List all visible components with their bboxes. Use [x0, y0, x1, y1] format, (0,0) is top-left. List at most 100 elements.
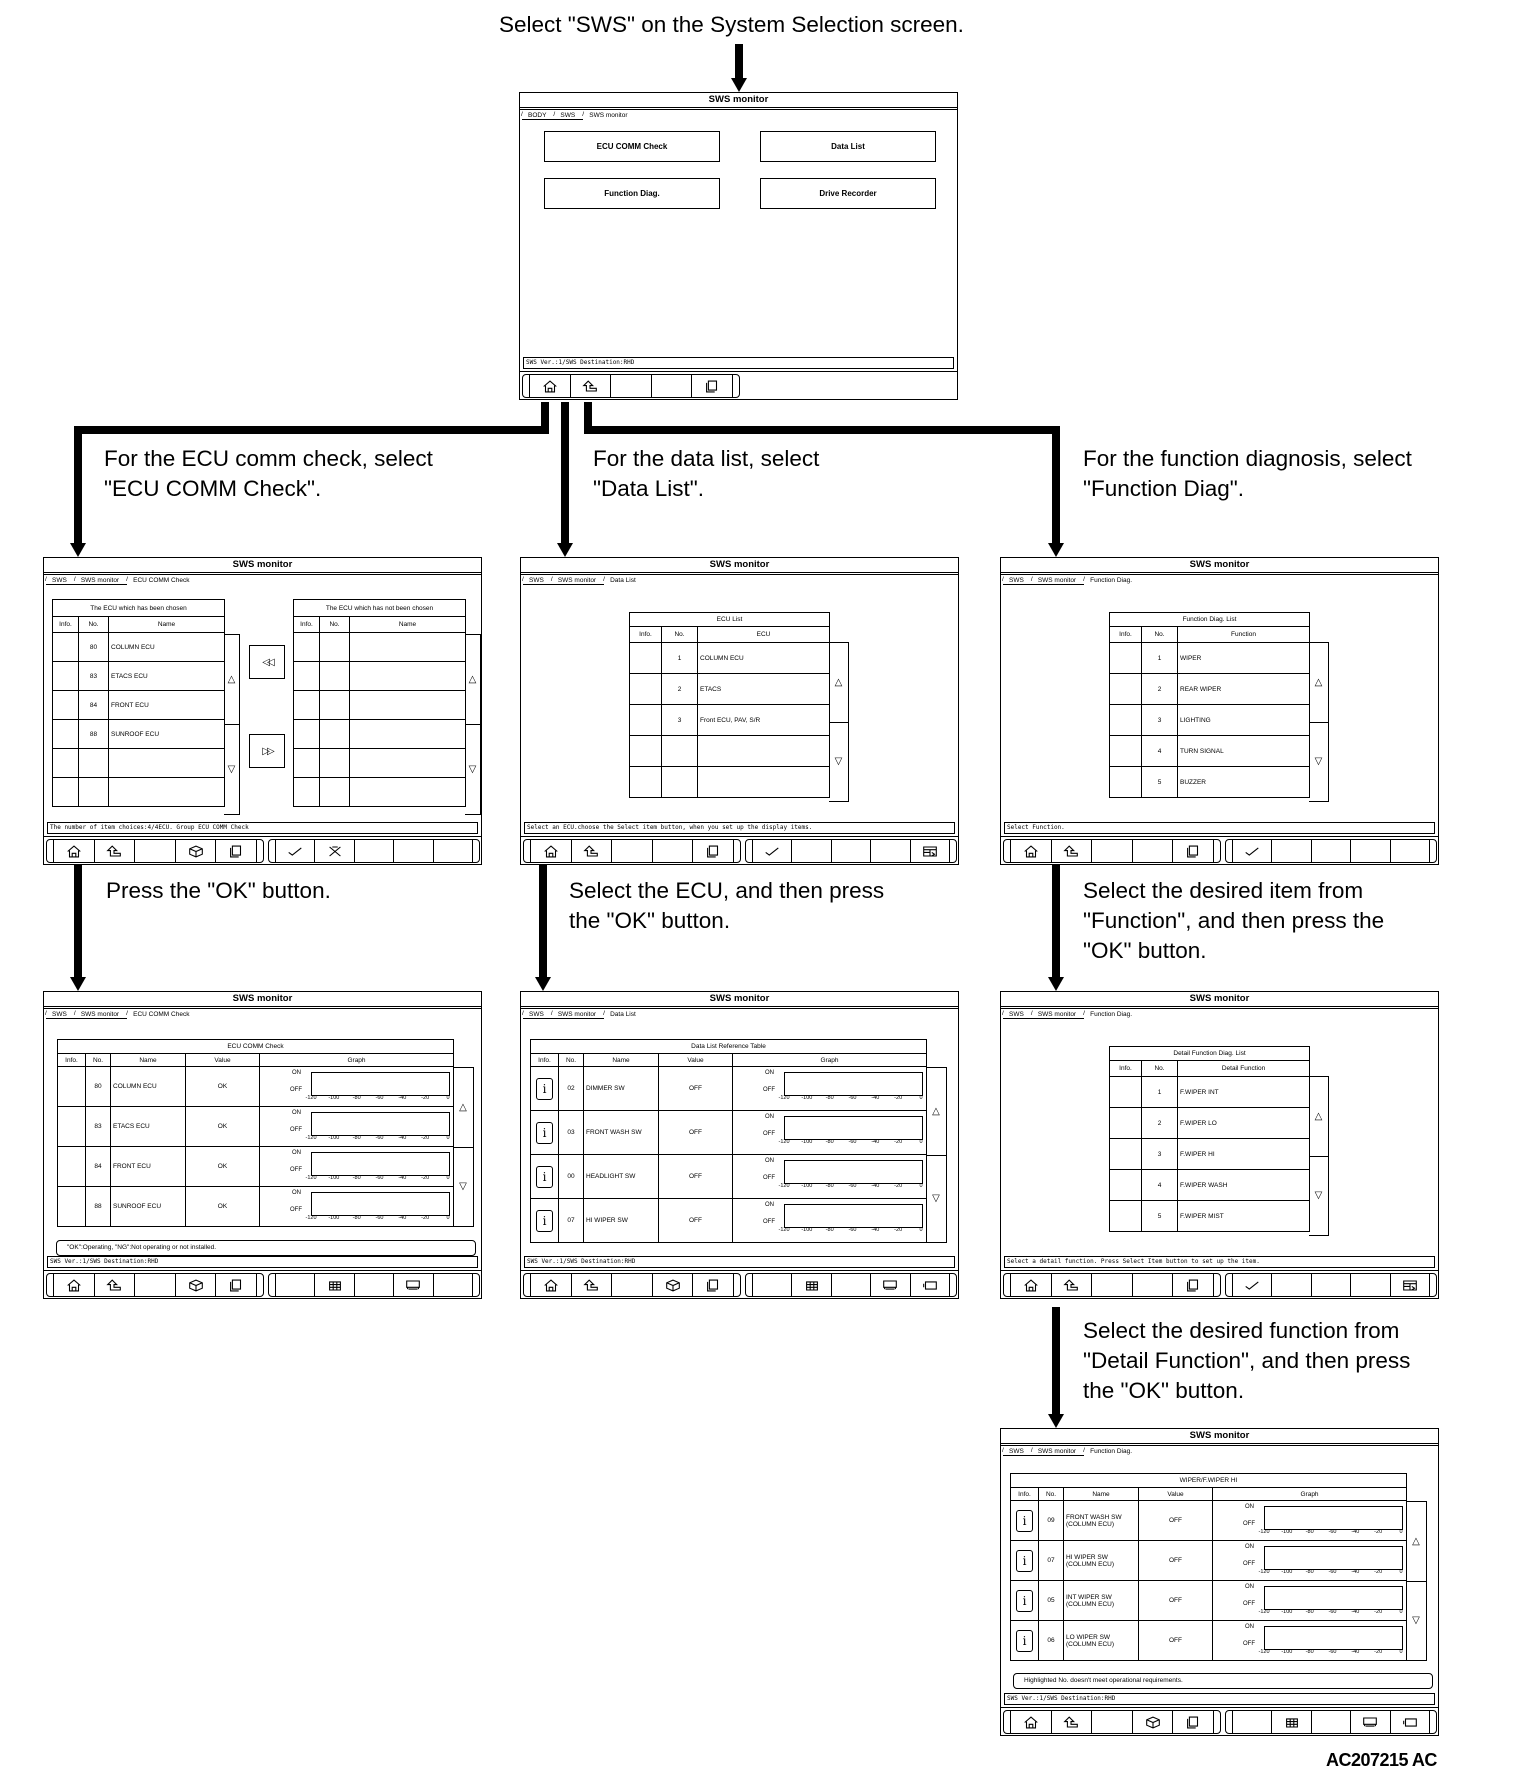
table-row[interactable]: i 06 LO WIPER SW (COLUMN ECU) OFF ON OFF -120 -1…	[1010, 1620, 1408, 1661]
table-row[interactable]	[293, 748, 467, 778]
table-row[interactable]: 1 WIPER	[1109, 642, 1311, 674]
back-button[interactable]	[570, 1274, 612, 1296]
table-row[interactable]	[52, 777, 225, 807]
home-button[interactable]	[529, 375, 570, 397]
scroll-down-button[interactable]: ▽	[1314, 1190, 1323, 1202]
table-row[interactable]: 1 COLUMN ECU	[629, 642, 830, 674]
info-button[interactable]: i	[1016, 1589, 1033, 1612]
package-button[interactable]	[174, 1274, 216, 1296]
breadcrumb-item[interactable]: SWS	[1002, 576, 1032, 585]
table-row[interactable]: i 09 FRONT WASH SW (COLUMN ECU) OFF ON OFF -120…	[1010, 1500, 1408, 1541]
copy-button[interactable]	[692, 1274, 734, 1296]
move-to-not-chosen-button[interactable]: ▷▷	[249, 734, 285, 768]
table-row[interactable]: 5 BUZZER	[1109, 766, 1311, 798]
home-button[interactable]	[1010, 1274, 1051, 1296]
breadcrumb-item[interactable]: SWS	[1002, 1010, 1032, 1019]
scroll-up-button[interactable]: △	[465, 635, 480, 725]
empty-button[interactable]	[275, 1274, 314, 1296]
breadcrumb-item[interactable]: SWS monitor	[551, 1010, 605, 1019]
empty-button[interactable]	[1350, 1274, 1389, 1296]
empty-button[interactable]	[791, 840, 830, 862]
table-row[interactable]: 88 SUNROOF ECU OK ON OFF -120 -100 -80 -60 -40 -20…	[57, 1186, 455, 1227]
table-row[interactable]: 5 F.WIPER MIST	[1109, 1200, 1311, 1232]
scroll-down-button[interactable]: ▽	[227, 764, 236, 775]
empty-button[interactable]	[432, 1274, 474, 1296]
copy-button[interactable]	[215, 1274, 257, 1296]
drive-recorder-button[interactable]: Drive Recorder	[760, 178, 936, 209]
scroll-up-button[interactable]: △	[1406, 1502, 1426, 1582]
empty-button[interactable]	[1232, 1711, 1271, 1733]
move-to-chosen-button[interactable]: ◁◁	[249, 645, 285, 679]
table-row[interactable]: 80 COLUMN ECU	[52, 632, 225, 662]
table-row[interactable]	[293, 690, 467, 720]
package-button[interactable]	[1131, 1711, 1173, 1733]
empty-button[interactable]	[1389, 840, 1431, 862]
info-button[interactable]: i	[1016, 1509, 1033, 1532]
scrollbar[interactable]: △ ▽	[926, 1067, 947, 1243]
table-button[interactable]	[314, 1274, 353, 1296]
scroll-down-button[interactable]: ▽	[459, 1181, 467, 1193]
breadcrumb-item[interactable]: SWS monitor	[74, 576, 128, 585]
breadcrumb-item[interactable]: SWS	[522, 1010, 552, 1019]
breadcrumb-item[interactable]: SWS monitor	[1031, 1447, 1085, 1456]
graph-button[interactable]	[393, 1274, 432, 1296]
empty-button[interactable]	[1271, 1274, 1310, 1296]
table-button[interactable]	[791, 1274, 830, 1296]
scroll-up-button[interactable]: △	[1309, 1077, 1328, 1157]
empty-button[interactable]	[650, 375, 692, 397]
empty-button[interactable]	[752, 1274, 791, 1296]
breadcrumb-item[interactable]: SWS	[45, 576, 75, 585]
table-row[interactable]	[293, 632, 467, 662]
battery-button[interactable]	[909, 1274, 951, 1296]
home-button[interactable]	[1010, 1711, 1051, 1733]
select-item-button[interactable]	[1389, 1274, 1431, 1296]
info-button[interactable]: i	[536, 1077, 553, 1100]
scroll-up-button[interactable]: △	[926, 1068, 946, 1156]
empty-button[interactable]	[1310, 1711, 1350, 1733]
table-row[interactable]	[52, 748, 225, 778]
function-diag-button[interactable]: Function Diag.	[544, 178, 720, 209]
copy-button[interactable]	[691, 375, 733, 397]
table-row[interactable]: 2 F.WIPER LO	[1109, 1107, 1311, 1139]
info-button[interactable]: i	[1016, 1549, 1033, 1572]
scrollbar[interactable]: △ ▽	[1309, 1076, 1329, 1236]
empty-button[interactable]	[1091, 1711, 1132, 1733]
scrollbar[interactable]: △ ▽	[829, 642, 849, 802]
back-button[interactable]	[1050, 1711, 1092, 1733]
empty-button[interactable]	[432, 840, 474, 862]
info-button[interactable]: i	[536, 1165, 553, 1188]
empty-button[interactable]	[610, 375, 651, 397]
home-button[interactable]	[53, 840, 94, 862]
table-row[interactable]	[629, 766, 830, 798]
breadcrumb-item[interactable]: SWS monitor	[551, 576, 605, 585]
home-button[interactable]	[530, 840, 571, 862]
table-row[interactable]: 80 COLUMN ECU OK ON OFF -120 -100 -80 -60 -40 -20 0	[57, 1066, 455, 1107]
data-list-button[interactable]: Data List	[760, 131, 936, 162]
ecu-comm-check-button[interactable]: ECU COMM Check	[544, 131, 720, 162]
table-row[interactable]: i 03 FRONT WASH SW OFF ON OFF -120 -100 -80 -60 -4…	[530, 1110, 927, 1155]
copy-button[interactable]	[692, 840, 734, 862]
table-row[interactable]	[293, 661, 467, 691]
breadcrumb-item[interactable]: SWS	[1002, 1447, 1032, 1456]
empty-button[interactable]	[611, 1274, 652, 1296]
info-button[interactable]: i	[1016, 1629, 1033, 1652]
empty-button[interactable]	[830, 840, 870, 862]
empty-button[interactable]	[353, 840, 393, 862]
table-row[interactable]	[293, 719, 467, 749]
select-item-button[interactable]	[909, 840, 951, 862]
check-button[interactable]	[1232, 840, 1271, 862]
scrollbar[interactable]: △ ▽	[1309, 642, 1329, 802]
package-button[interactable]	[174, 840, 216, 862]
check-button[interactable]	[275, 840, 314, 862]
home-button[interactable]	[530, 1274, 571, 1296]
empty-button[interactable]	[353, 1274, 393, 1296]
table-row[interactable]: 1 F.WIPER INT	[1109, 1076, 1311, 1108]
table-row[interactable]: i 05 INT WIPER SW (COLUMN ECU) OFF ON OFF -120-…	[1010, 1580, 1408, 1621]
info-button[interactable]: i	[536, 1209, 553, 1232]
breadcrumb-item[interactable]: SWS monitor	[1031, 576, 1085, 585]
scrollbar[interactable]: △ ▽	[1406, 1501, 1427, 1661]
scroll-up-button[interactable]: △	[453, 1068, 473, 1148]
table-button[interactable]	[1271, 1711, 1310, 1733]
back-button[interactable]	[570, 840, 612, 862]
table-row[interactable]: 4 F.WIPER WASH	[1109, 1169, 1311, 1201]
